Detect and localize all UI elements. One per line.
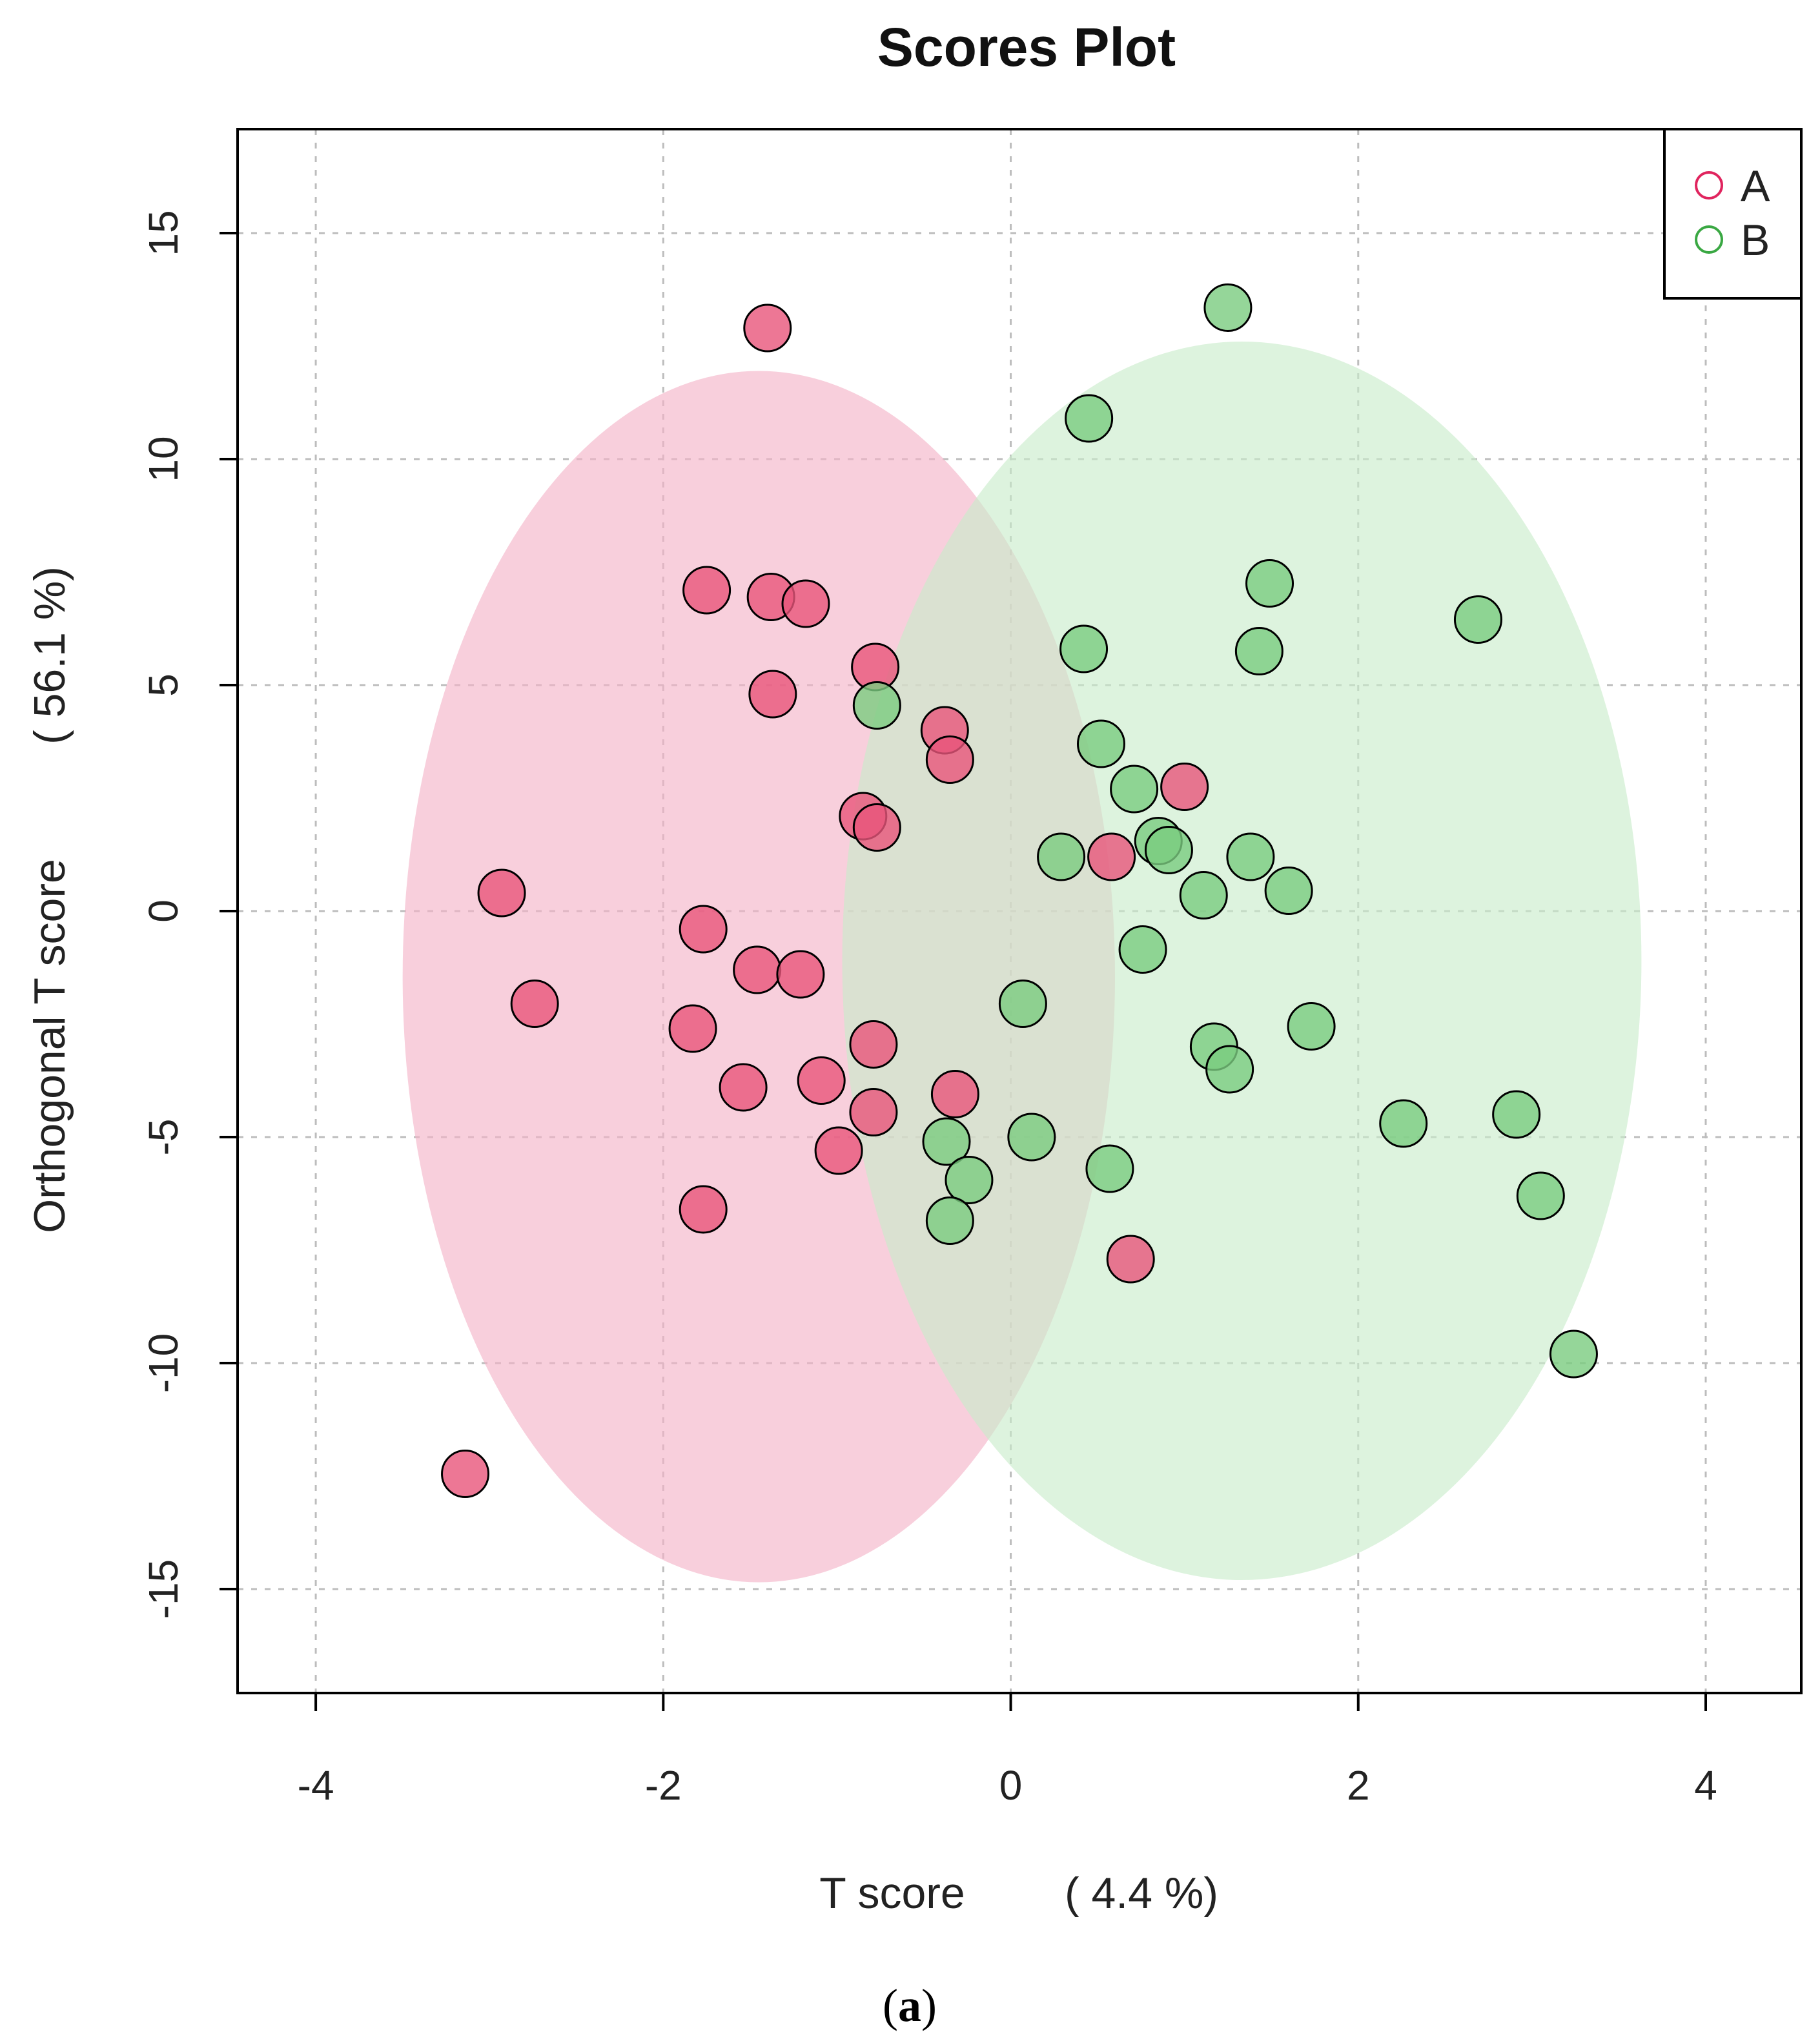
confidence-ellipses [402,342,1642,1583]
point-a [748,670,797,719]
point-a [733,945,782,994]
point-b [1203,283,1253,332]
y-tick-label: 5 [140,673,187,697]
point-b [1226,832,1275,881]
point-b [1379,1099,1428,1148]
point-b [1110,765,1159,814]
x-axis: -4 -2 0 2 4 [298,1692,1717,1809]
point-b [1076,719,1125,768]
y-axis-label: Orthogonal T score [25,859,74,1233]
x-axis-label: T score [819,1869,965,1918]
x-tick-label: -2 [645,1762,682,1809]
point-b [1245,559,1294,608]
point-b [1059,624,1109,673]
y-tick-label: -15 [140,1559,187,1619]
point-b [1516,1171,1565,1220]
point-a [719,1063,768,1112]
x-tick-label: 4 [1694,1762,1717,1809]
legend-marker-a [1695,171,1723,200]
point-b [998,980,1047,1028]
point-b [945,1156,994,1204]
point-b [1065,394,1114,443]
point-b [925,1196,974,1245]
point-a [849,1020,898,1069]
point-b [1287,1002,1336,1051]
y-tick-label: 10 [140,436,187,482]
point-b [1179,871,1228,919]
point-b [1234,627,1283,675]
y-axis-percent: ( 56.1 %) [25,566,74,744]
x-tick-label: -4 [298,1762,334,1809]
point-a [781,579,830,628]
plot-area: -4 -2 0 2 4 -15 -10 -5 0 5 10 15 [140,128,1803,1809]
point-a [925,735,974,784]
figure-caption: (a) [883,1980,937,2031]
y-tick-label: -5 [140,1119,187,1156]
point-b [1205,1045,1254,1094]
y-tick-label: 15 [140,210,187,256]
point-b [1144,826,1193,874]
point-a [930,1070,979,1118]
point-a [510,980,559,1028]
legend-marker-b [1695,225,1723,254]
y-axis: -15 -10 -5 0 5 10 15 [140,210,238,1619]
point-a [679,905,728,954]
point-a [1160,763,1209,811]
point-a [441,1450,490,1498]
legend: AB [1663,128,1803,300]
point-b [852,681,901,730]
point-a [776,950,825,999]
y-tick-label: 0 [140,899,187,923]
point-a [797,1056,846,1105]
x-tick-label: 0 [999,1762,1023,1809]
point-b [1492,1090,1541,1139]
y-tick-label: -10 [140,1333,187,1393]
legend-label-a: A [1741,161,1770,210]
point-b [1118,925,1167,974]
point-b [1085,1144,1134,1193]
point-a [1106,1235,1155,1284]
point-a [852,803,901,852]
point-b [1037,832,1086,881]
chart-title: Scores Plot [877,17,1176,77]
point-a [477,868,526,918]
legend-box [1663,128,1803,300]
ellipse-group-b [842,342,1642,1580]
point-a [743,303,792,353]
x-tick-label: 2 [1347,1762,1370,1809]
point-a [679,1185,728,1234]
figure-caption-letter: a [898,1980,921,2031]
point-a [668,1004,717,1053]
point-a [814,1126,863,1175]
point-b [1007,1113,1056,1162]
legend-label-b: B [1741,216,1770,265]
data-points [441,283,1598,1498]
point-b [1549,1329,1598,1379]
point-a [682,566,731,615]
x-axis-percent: ( 4.4 %) [1065,1869,1218,1918]
point-a [849,1088,898,1136]
point-b [922,1117,971,1166]
point-b [1453,595,1502,644]
point-b [1264,867,1313,915]
point-a [1087,832,1136,881]
